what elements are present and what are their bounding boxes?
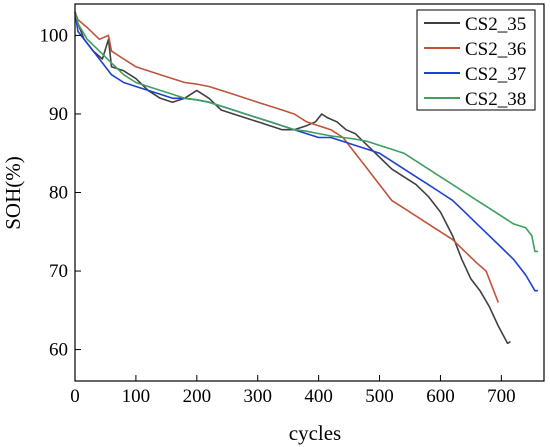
x-tick-label: 100 — [122, 386, 151, 407]
legend: CS2_35 CS2_36 CS2_37 CS2_38 — [416, 9, 536, 111]
x-axis-title: cycles — [289, 421, 341, 445]
series-line-cs2-35 — [74, 11, 511, 345]
x-tick-label: 200 — [183, 386, 212, 407]
y-tick-label: 60 — [49, 340, 68, 361]
y-axis-title: SOH(%) — [1, 156, 25, 230]
series-line-cs2-36 — [74, 11, 500, 303]
x-axis: 0 100 200 300 400 500 600 700 — [70, 375, 516, 407]
y-axis: 60 70 80 90 100 — [40, 25, 81, 361]
series-line-cs2-37 — [74, 11, 538, 292]
x-tick-label: 600 — [426, 386, 455, 407]
y-tick-label: 70 — [49, 261, 68, 282]
legend-label: CS2_36 — [465, 39, 526, 60]
y-tick-label: 90 — [49, 104, 68, 125]
series-lines — [74, 11, 538, 345]
legend-label: CS2_35 — [465, 14, 526, 35]
legend-label: CS2_38 — [465, 89, 526, 110]
y-tick-label: 80 — [49, 183, 68, 204]
series-line-cs2-38 — [74, 11, 538, 253]
x-tick-label: 500 — [365, 386, 394, 407]
x-tick-label: 700 — [487, 386, 516, 407]
x-tick-label: 0 — [70, 386, 80, 407]
legend-box — [416, 9, 536, 111]
x-tick-label: 300 — [243, 386, 272, 407]
legend-label: CS2_37 — [465, 64, 526, 85]
y-tick-label: 100 — [40, 25, 69, 46]
x-tick-label: 400 — [304, 386, 333, 407]
